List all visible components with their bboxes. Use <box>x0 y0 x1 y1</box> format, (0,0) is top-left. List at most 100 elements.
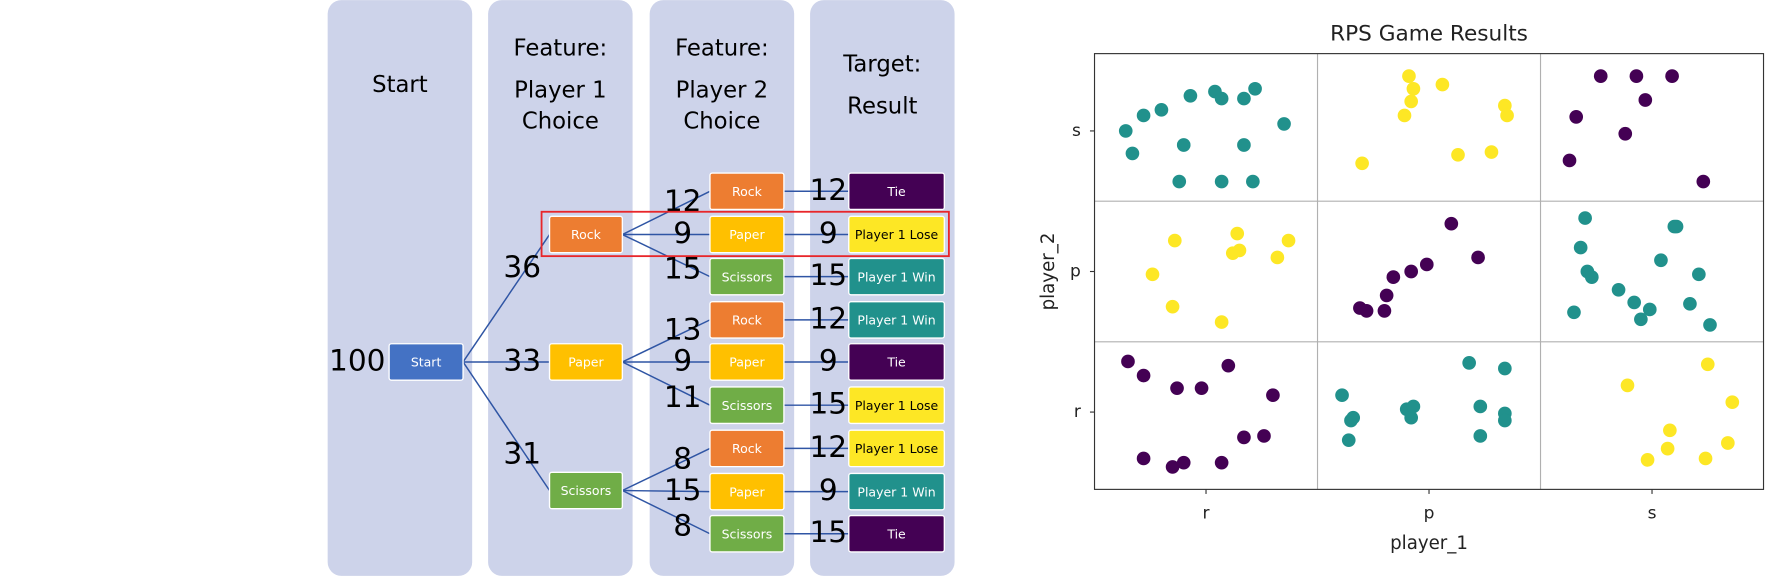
scatter-point <box>1683 297 1697 311</box>
scatter-point <box>1176 455 1191 470</box>
tree-edge <box>622 489 710 493</box>
scatter-point <box>1402 69 1416 83</box>
y-tick-label: r <box>1074 402 1082 422</box>
tree-edge <box>622 447 711 492</box>
scatter-point <box>1435 77 1450 92</box>
scatter-point <box>1473 399 1488 414</box>
scatter-point <box>1700 357 1715 372</box>
node-box <box>848 429 946 468</box>
node-label: Rock <box>732 441 763 456</box>
node-box <box>848 300 946 339</box>
node-count: 12 <box>809 173 847 207</box>
node-box <box>709 514 785 553</box>
scatter-point <box>1498 413 1512 428</box>
scatter-point <box>1377 304 1392 318</box>
node-label: Rock <box>732 312 763 327</box>
scatter-point <box>1620 378 1635 393</box>
scatter-point <box>1573 240 1588 255</box>
scatter-point <box>1692 267 1706 282</box>
scatter-point <box>1270 250 1285 265</box>
column-header: Start <box>372 72 428 98</box>
scatter-point <box>1654 253 1668 268</box>
node-label: Scissors <box>722 269 773 284</box>
node-box <box>709 472 785 511</box>
scatter-point <box>1406 399 1421 414</box>
scatter-point <box>1257 429 1271 443</box>
scatter-point <box>1721 436 1735 450</box>
node-count: 9 <box>819 473 838 507</box>
scatter-point <box>1462 356 1476 370</box>
node-label: Paper <box>729 355 765 370</box>
scatter-point <box>1404 264 1419 279</box>
node-box <box>709 343 785 381</box>
node-box <box>548 215 624 254</box>
node-count: 100 <box>329 343 385 377</box>
scatter-point <box>1221 358 1236 373</box>
scatter-point <box>1578 211 1592 225</box>
highlight-box <box>540 210 950 258</box>
tree-edge <box>622 319 711 363</box>
node-count: 15 <box>809 387 847 421</box>
scatter-point <box>1341 433 1356 448</box>
node-label: Scissors <box>722 398 773 413</box>
node-label: Tie <box>886 526 906 541</box>
scatter-point <box>1567 305 1581 320</box>
scatter-point <box>1237 430 1251 445</box>
scatter-point <box>1696 174 1711 189</box>
scatter-point <box>1640 453 1655 467</box>
scatter-point <box>1379 288 1394 303</box>
node-count: 12 <box>664 184 702 218</box>
scatter-point <box>1232 243 1247 258</box>
plot-frame <box>1093 53 1765 490</box>
node-box <box>848 514 946 553</box>
scatter-point <box>1194 381 1209 396</box>
scatter-point <box>1165 299 1180 314</box>
scatter-point <box>1642 302 1657 317</box>
scatter-point <box>1136 108 1151 123</box>
scatter-point <box>1277 117 1291 131</box>
scatter-point <box>1663 423 1677 438</box>
tree-edge <box>622 361 711 406</box>
scatter-point <box>1346 410 1361 425</box>
scatter-point <box>1665 69 1679 83</box>
tree-edge <box>622 190 711 236</box>
scatter-point <box>1618 126 1633 141</box>
node-count: 8 <box>673 441 692 475</box>
node-box <box>709 215 785 254</box>
scatter-point <box>1359 304 1374 318</box>
scatter-point <box>1355 156 1369 171</box>
node-count: 15 <box>664 473 702 507</box>
node-label: Paper <box>729 227 765 242</box>
scatter-point <box>1136 451 1151 466</box>
node-box <box>548 343 624 381</box>
scatter-point <box>1281 233 1296 248</box>
node-count: 9 <box>673 216 692 250</box>
column-header: Feature: <box>675 36 769 62</box>
node-box <box>848 386 946 425</box>
x-tick-label: p <box>1424 503 1435 523</box>
scatter-point <box>1627 295 1642 310</box>
scatter-point <box>1444 216 1459 231</box>
scatter-point <box>1660 441 1675 456</box>
node-box <box>848 215 946 254</box>
node-count: 33 <box>503 343 541 377</box>
scatter-point <box>1246 174 1260 189</box>
scatter-point <box>1611 282 1626 297</box>
node-box <box>848 472 946 511</box>
column-header: Player 1 <box>514 78 607 104</box>
scatter-point <box>1725 395 1740 410</box>
x-axis-label: player_1 <box>1390 533 1468 554</box>
scatter-point <box>1118 124 1133 138</box>
column-header: Player 2 <box>676 78 769 104</box>
node-count: 9 <box>673 343 692 377</box>
node-label: Player 1 Win <box>857 312 935 327</box>
scatter-point <box>1498 361 1512 376</box>
scatter-point <box>1214 91 1229 106</box>
scatter-point <box>1386 270 1401 284</box>
node-label: Rock <box>571 227 602 242</box>
node-box <box>848 172 946 211</box>
node-count: 12 <box>809 301 847 335</box>
column-header: Feature: <box>514 36 608 62</box>
scatter-point <box>1404 94 1419 109</box>
